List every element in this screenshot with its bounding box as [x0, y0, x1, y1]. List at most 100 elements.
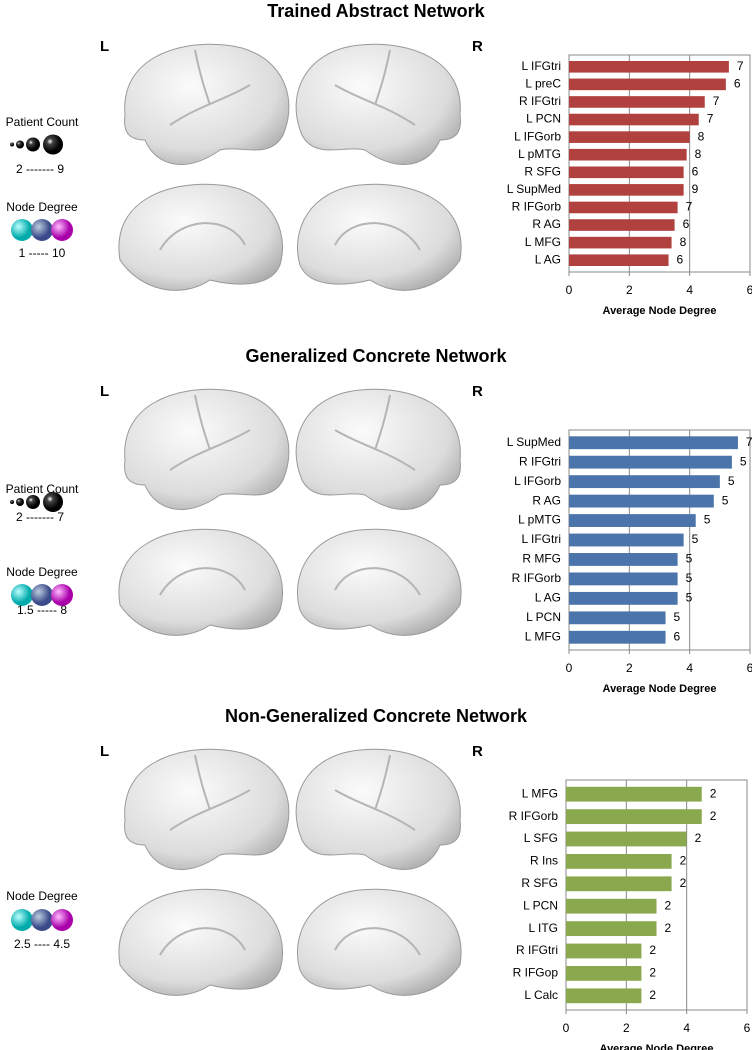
sulcus: [169, 394, 251, 471]
legend-size-marker: [10, 142, 14, 147]
bar: [566, 786, 702, 802]
brain: [297, 888, 462, 996]
brain: [297, 528, 462, 636]
legend-title: Node Degree: [6, 200, 78, 214]
brain: [295, 388, 461, 510]
sulcus: [334, 927, 421, 956]
data-label: 5: [686, 571, 693, 585]
bar: [569, 96, 705, 108]
bar: [569, 254, 669, 267]
data-label: 2: [649, 966, 656, 980]
x-tick-label: 6: [747, 283, 752, 297]
legend-title: Patient Count: [6, 115, 79, 129]
category-label: R Ins: [530, 854, 558, 868]
bar: [569, 219, 675, 231]
category-label: L pMTG: [518, 147, 561, 161]
data-label: 6: [674, 629, 681, 643]
category-label: R IFGtri: [519, 94, 561, 108]
hemisphere-label: L: [100, 383, 109, 400]
data-label: 7: [737, 59, 744, 73]
category-label: R AG: [532, 493, 561, 507]
data-label: 7: [707, 112, 714, 126]
data-label: 5: [686, 591, 693, 605]
x-tick-label: 0: [563, 1021, 570, 1035]
sulcus: [159, 927, 246, 956]
legend-size-marker: [16, 140, 24, 149]
bar: [569, 78, 726, 91]
category-label: R IFGop: [513, 966, 559, 980]
data-label: 2: [710, 786, 717, 800]
category-label: L MFG: [522, 786, 558, 800]
legend-range: 2 ------- 9: [16, 162, 64, 176]
legend-range: 2 ------- 7: [16, 510, 64, 524]
category-label: L ITG: [528, 921, 558, 935]
panel-title: Trained Abstract Network: [267, 1, 485, 21]
bar: [566, 831, 687, 847]
data-label: 2: [680, 854, 687, 868]
brain: [295, 43, 461, 165]
sulcus: [169, 754, 251, 831]
brain: [297, 183, 462, 291]
bar: [569, 131, 690, 143]
bar: [569, 630, 666, 644]
x-tick-label: 2: [623, 1021, 630, 1035]
legend-range: 1.5 ----- 8: [17, 603, 67, 617]
category-label: L SupMed: [507, 435, 561, 449]
category-label: L IFGorb: [514, 474, 561, 488]
x-axis-title: Average Node Degree: [600, 1043, 714, 1050]
category-label: L PCN: [526, 610, 561, 624]
brain: [118, 888, 283, 996]
hemisphere-label: R: [472, 38, 483, 55]
sulcus: [159, 222, 246, 251]
category-label: R IFGtri: [516, 943, 558, 957]
x-tick-label: 0: [566, 661, 573, 675]
data-label: 6: [677, 252, 684, 266]
category-label: R SFG: [521, 876, 558, 890]
x-axis-title: Average Node Degree: [603, 683, 717, 695]
data-label: 2: [710, 809, 717, 823]
legend-color-marker: [11, 584, 33, 606]
category-label: R IFGorb: [512, 200, 562, 214]
category-label: L IFGtri: [521, 532, 561, 546]
bar: [566, 921, 657, 936]
brain: [118, 528, 283, 636]
category-label: R IFGtri: [519, 454, 561, 468]
bar: [569, 201, 678, 214]
category-label: L Calc: [524, 988, 558, 1002]
data-label: 7: [713, 94, 720, 108]
data-label: 5: [704, 513, 711, 527]
sulcus: [334, 49, 416, 126]
data-label: 8: [695, 147, 702, 161]
bar: [569, 113, 699, 126]
legend-range: 1 ----- 10: [19, 246, 66, 260]
bar: [569, 572, 678, 586]
legend-color-marker: [51, 584, 73, 606]
data-label: 5: [692, 532, 699, 546]
hemisphere-label: L: [100, 38, 109, 55]
legend-color-marker: [51, 909, 73, 931]
category-label: L IFGtri: [521, 59, 561, 73]
category-label: L PCN: [526, 112, 561, 126]
data-label: 7: [686, 200, 693, 214]
data-label: 8: [680, 235, 687, 249]
brain: [295, 748, 461, 870]
brain: [124, 388, 290, 510]
x-tick-label: 6: [747, 661, 752, 675]
hemisphere-label: L: [100, 743, 109, 760]
panel-title: Non-Generalized Concrete Network: [225, 706, 528, 726]
bar: [569, 60, 729, 73]
x-tick-label: 0: [566, 283, 573, 297]
legend-color-marker: [11, 219, 33, 241]
bar: [566, 898, 657, 914]
bar: [569, 236, 672, 249]
legend-color-marker: [51, 219, 73, 241]
sulcus: [334, 222, 421, 251]
x-tick-label: 2: [626, 661, 633, 675]
legend-size-marker: [43, 492, 63, 512]
data-label: 5: [740, 454, 747, 468]
sulcus: [334, 754, 416, 831]
data-label: 2: [649, 943, 656, 957]
legend-color-marker: [31, 909, 53, 931]
category-label: R SFG: [524, 164, 561, 178]
legend-title: Node Degree: [6, 565, 78, 579]
